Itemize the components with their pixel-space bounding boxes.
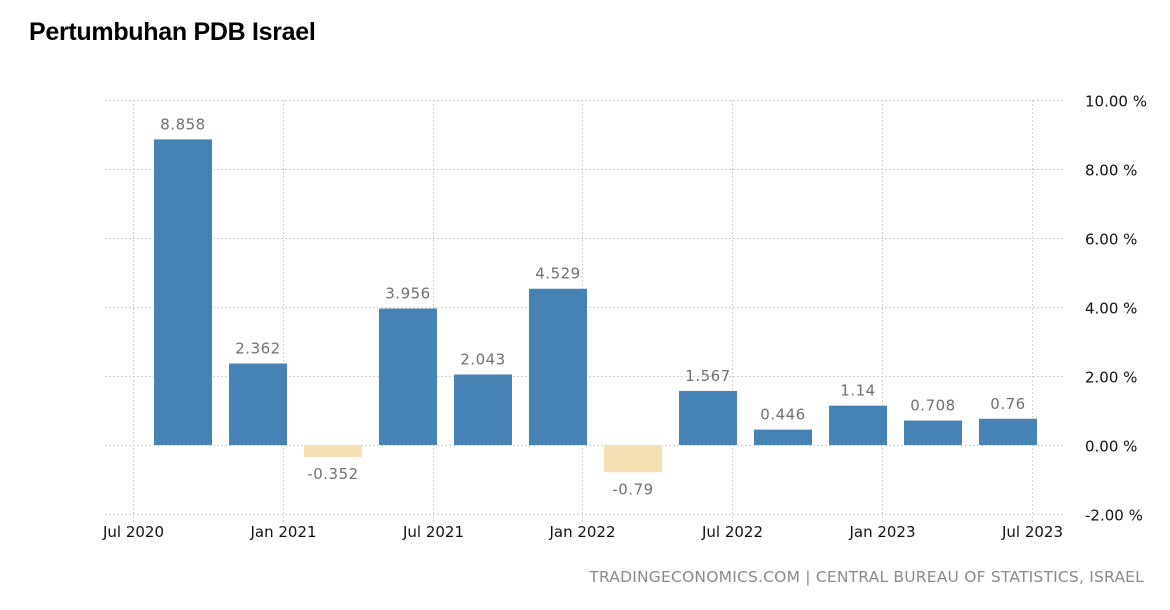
y-axis-ticks: 10.00 % 8.00 % 6.00 % 4.00 % 2.00 % 0.00 % -2.… [1085, 93, 1147, 525]
horizontal-gridlines [105, 100, 1065, 515]
y-tick-label: 4.00 % [1085, 300, 1137, 318]
bar-q1-2022[interactable] [604, 445, 662, 473]
data-label: 3.956 [385, 285, 430, 303]
data-label: 1.14 [840, 382, 875, 400]
bar-q3-2021[interactable] [454, 374, 512, 445]
x-tick-label: Jul 2022 [701, 523, 763, 541]
bar-q4-2022[interactable] [829, 405, 887, 445]
x-tick-label: Jul 2020 [102, 523, 164, 541]
bars [154, 139, 1037, 473]
chart-title: Pertumbuhan PDB Israel [29, 18, 316, 46]
y-tick-label: 10.00 % [1085, 93, 1147, 111]
data-label: 0.76 [990, 395, 1025, 413]
data-labels: 8.858 2.362 -0.352 3.956 2.043 4.529 -0.79 1.56… [160, 115, 1025, 498]
y-tick-label: 6.00 % [1085, 231, 1137, 249]
bar-q1-2023[interactable] [904, 420, 962, 445]
y-tick-label: -2.00 % [1085, 507, 1143, 525]
x-tick-label: Jan 2021 [249, 523, 316, 541]
bar-q3-2022[interactable] [754, 429, 812, 445]
bar-q3-2020[interactable] [154, 139, 212, 446]
data-label: -0.79 [612, 480, 653, 498]
data-label: 8.858 [160, 115, 205, 133]
y-tick-label: 8.00 % [1085, 162, 1137, 180]
x-tick-label: Jul 2021 [402, 523, 464, 541]
bar-q2-2021[interactable] [379, 308, 437, 445]
x-axis-ticks: Jul 2020 Jan 2021 Jul 2021 Jan 2022 Jul 2022… [102, 523, 1063, 541]
data-label: 2.362 [235, 340, 280, 358]
bar-q2-2022[interactable] [679, 390, 737, 445]
data-label: 4.529 [535, 265, 580, 283]
data-label: 0.708 [910, 397, 955, 415]
bar-q1-2021[interactable] [304, 445, 362, 458]
bar-q4-2021[interactable] [529, 288, 587, 445]
bar-q4-2020[interactable] [229, 363, 287, 445]
source-attribution: TRADINGECONOMICS.COM | CENTRAL BUREAU OF… [589, 568, 1144, 586]
data-label: 1.567 [685, 367, 730, 385]
y-tick-label: 2.00 % [1085, 369, 1137, 387]
data-label: 0.446 [760, 406, 805, 424]
data-label: -0.352 [307, 465, 358, 483]
x-tick-label: Jan 2022 [548, 523, 615, 541]
x-tick-label: Jul 2023 [1001, 523, 1063, 541]
bar-q2-2023[interactable] [979, 418, 1037, 445]
y-tick-label: 0.00 % [1085, 438, 1137, 456]
data-label: 2.043 [460, 351, 505, 369]
x-tick-label: Jan 2023 [848, 523, 915, 541]
